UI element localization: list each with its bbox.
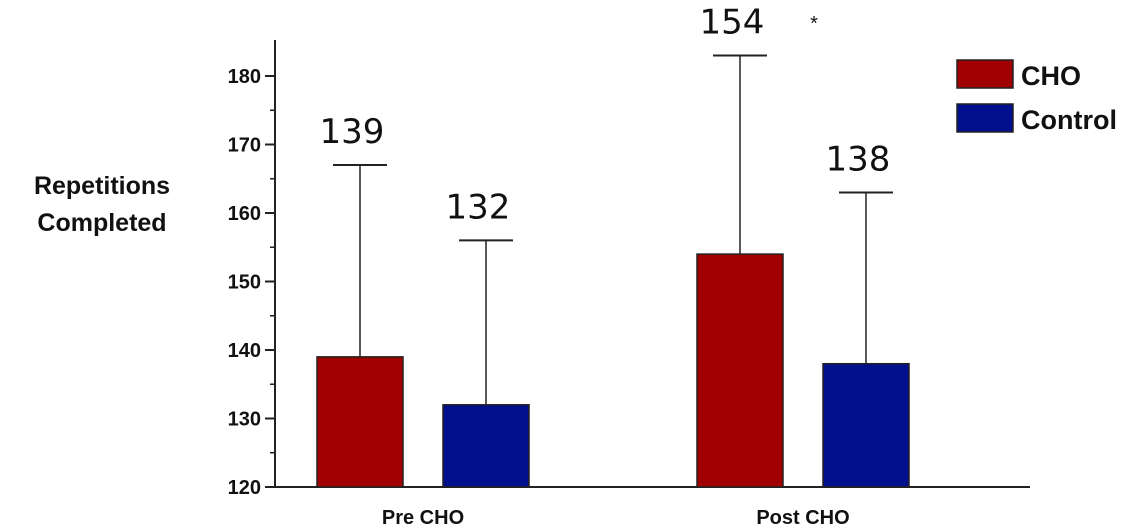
significance-marker: *	[810, 13, 818, 35]
data-label: 132	[446, 187, 511, 227]
bars	[316, 54, 910, 488]
y-tick-label: 120	[228, 477, 261, 499]
x-category-label: Pre CHO	[382, 507, 464, 526]
data-labels: 139 154 132 138	[320, 2, 891, 227]
y-tick-label: 160	[228, 203, 261, 225]
data-label: 138	[826, 139, 891, 179]
y-tick-label: 180	[228, 66, 261, 88]
bar-cho-pre-cho	[316, 356, 404, 488]
y-tick-label: 170	[228, 135, 261, 157]
legend-label: CHO	[1021, 61, 1081, 91]
bar-cho-post-cho	[696, 253, 784, 488]
y-tick-label: 150	[228, 272, 261, 294]
data-label: 139	[320, 112, 385, 152]
y-tick-label: 140	[228, 340, 261, 362]
legend-label: Control	[1021, 105, 1117, 135]
legend-swatch	[956, 103, 1014, 133]
y-axis-title: Repetitions Completed	[34, 172, 170, 237]
x-category-label: Post CHO	[756, 507, 849, 526]
legend: CHO Control	[956, 59, 1117, 135]
y-tick-label: 130	[228, 409, 261, 431]
y-axis-title-line-1: Repetitions	[34, 172, 170, 200]
legend-swatch	[956, 59, 1014, 89]
data-label: 154	[700, 2, 765, 42]
bar-control-post-cho	[822, 362, 910, 488]
y-axis-ticks: 120 130 140 150 160 170 180	[228, 66, 275, 499]
y-axis-title-line-2: Completed	[37, 209, 166, 237]
bar-control-pre-cho	[442, 404, 530, 488]
x-axis-category-labels: Pre CHO Post CHO	[382, 507, 850, 526]
